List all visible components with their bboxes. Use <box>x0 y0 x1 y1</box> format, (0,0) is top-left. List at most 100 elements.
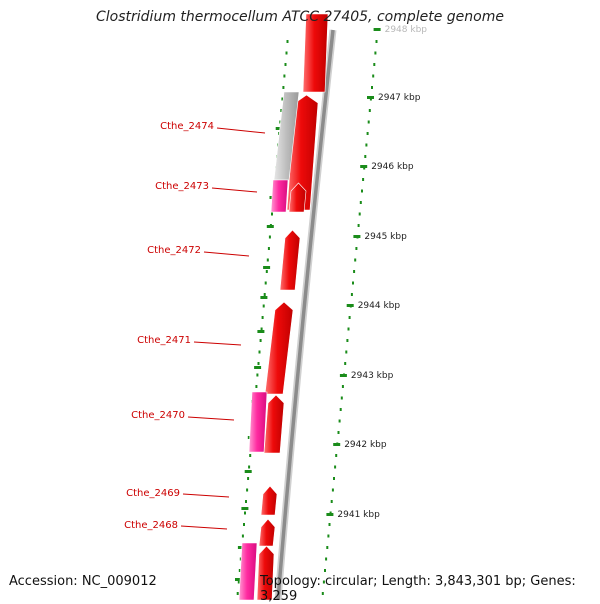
gene-label-leader <box>180 525 228 530</box>
tick-mark-outer <box>372 74 375 78</box>
tick-mark-outer <box>340 396 343 400</box>
major-tick <box>373 28 381 31</box>
tick-mark-outer <box>339 408 342 411</box>
major-tick <box>257 330 265 333</box>
gene-label-leader <box>182 493 230 498</box>
major-tick <box>353 235 361 238</box>
tick-mark-outer <box>359 201 362 204</box>
tick-mark-inner <box>261 316 264 319</box>
tick-mark-inner <box>239 557 242 561</box>
tick-mark-inner <box>238 569 241 572</box>
accession-text: Accession: NC_009012 <box>9 574 157 589</box>
tick-mark-inner <box>248 465 251 469</box>
gene-label: Cthe_2472 <box>147 245 201 256</box>
tick-mark-inner <box>267 247 270 250</box>
tick-mark-outer <box>337 431 340 434</box>
tick-mark-outer <box>334 465 337 469</box>
tick-mark-outer <box>346 339 349 342</box>
tick-mark-inner <box>258 350 261 354</box>
genome-title: Clostridium thermocellum ATCC 27405, com… <box>96 9 504 25</box>
tick-mark-inner <box>259 339 262 342</box>
tick-mark-inner <box>256 373 259 377</box>
tick-mark-outer <box>347 327 350 331</box>
tick-mark-inner <box>263 293 266 296</box>
tick-mark-outer <box>338 419 341 423</box>
tick-mark-inner <box>265 270 268 273</box>
tick-mark-inner <box>268 235 271 239</box>
gene-other <box>273 91 300 181</box>
tick-mark-outer <box>325 557 328 561</box>
tick-mark-inner <box>241 534 244 538</box>
major-tick <box>275 127 283 130</box>
gene-label-leader <box>193 341 242 346</box>
tick-mark-inner <box>284 63 287 66</box>
major-tick <box>254 366 262 369</box>
ruler-label: 2941 kbp <box>337 510 380 520</box>
ruler-label: 2943 kbp <box>351 371 394 381</box>
ruler-label: 2942 kbp <box>344 440 387 450</box>
tick-mark-outer <box>364 155 367 158</box>
gene-label-leader <box>211 187 258 193</box>
tick-mark-inner <box>245 500 247 503</box>
tick-mark-outer <box>361 189 363 193</box>
tick-mark-outer <box>322 580 325 584</box>
tick-mark-inner <box>283 74 286 78</box>
gene-label: Cthe_2468 <box>124 520 178 531</box>
tick-mark-outer <box>330 500 333 503</box>
tick-mark-inner <box>260 327 263 331</box>
major-tick <box>235 578 242 581</box>
tick-mark-inner <box>236 592 239 595</box>
gene-label: Cthe_2469 <box>126 488 180 499</box>
tick-mark-outer <box>355 247 358 250</box>
gene-label-leader <box>203 251 250 257</box>
tick-mark-outer <box>374 51 377 55</box>
major-tick <box>244 470 252 473</box>
tick-mark-inner <box>257 362 260 365</box>
tick-mark-outer <box>321 592 324 595</box>
gene-cds <box>263 394 285 454</box>
tick-mark-outer <box>354 258 357 262</box>
gene-other <box>238 542 258 601</box>
tick-mark-inner <box>280 109 283 112</box>
tick-mark-outer <box>365 143 368 147</box>
gene-cds <box>279 229 301 291</box>
ruler-label: 2948 kbp <box>385 25 428 35</box>
tick-mark-inner <box>255 385 258 388</box>
ruler-label: 2947 kbp <box>378 93 421 103</box>
tick-mark-inner <box>282 86 285 89</box>
backbone-line <box>276 29 335 601</box>
tick-mark-outer <box>375 40 378 43</box>
tick-mark-outer <box>371 86 373 89</box>
tick-mark-outer <box>326 546 329 549</box>
tick-mark-outer <box>353 270 356 273</box>
tick-mark-inner <box>264 281 267 285</box>
tick-mark-inner <box>244 511 246 515</box>
tick-mark-outer <box>362 178 365 181</box>
tick-mark-inner <box>271 212 273 216</box>
tick-mark-outer <box>331 488 334 492</box>
major-tick <box>360 165 368 168</box>
tick-mark-outer <box>357 224 360 227</box>
gene-label: Cthe_2473 <box>155 181 209 192</box>
gene-other <box>270 179 289 213</box>
tick-mark-outer <box>368 109 371 112</box>
tick-mark-inner <box>249 454 252 457</box>
major-tick <box>260 296 268 299</box>
gene-cds <box>258 518 276 547</box>
ruler-label: 2945 kbp <box>364 232 407 242</box>
tick-mark-outer <box>327 534 330 538</box>
gene-cds <box>256 545 275 601</box>
ruler-label: 2946 kbp <box>371 162 414 172</box>
major-tick <box>339 374 347 377</box>
tick-mark-outer <box>335 454 338 457</box>
ruler-label: 2944 kbp <box>358 301 401 311</box>
gene-cds <box>302 13 329 93</box>
tick-mark-inner <box>281 97 284 101</box>
major-tick <box>326 513 334 516</box>
tick-mark-outer <box>358 212 361 216</box>
gene-other <box>248 391 268 453</box>
tick-mark-outer <box>328 523 331 526</box>
gene-label: Cthe_2471 <box>137 335 191 346</box>
tick-mark-outer <box>348 316 351 319</box>
